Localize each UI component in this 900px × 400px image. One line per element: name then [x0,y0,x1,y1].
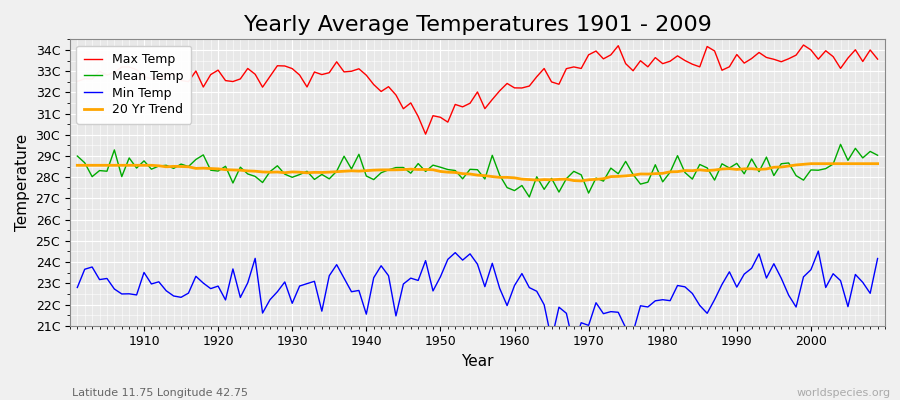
Mean Temp [606,166,616,170]
Max Temp [420,132,431,136]
Max Temp [72,79,83,84]
Max Temp [872,57,883,62]
Max Temp [509,86,520,90]
Min Temp [509,283,520,288]
Max Temp [798,43,809,48]
Line: Min Temp: Min Temp [77,251,878,346]
20 Yr Trend [294,170,305,174]
20 Yr Trend [131,163,142,168]
Min Temp [872,256,883,261]
Line: 20 Yr Trend: 20 Yr Trend [77,164,878,181]
Mean Temp [509,188,520,193]
Mean Temp [72,154,83,158]
Text: worldspecies.org: worldspecies.org [796,388,891,398]
Mean Temp [524,195,535,200]
Min Temp [501,303,512,308]
20 Yr Trend [501,175,512,180]
Min Temp [813,249,824,254]
Mean Temp [294,172,305,177]
Legend: Max Temp, Mean Temp, Min Temp, 20 Yr Trend: Max Temp, Mean Temp, Min Temp, 20 Yr Tre… [76,46,192,124]
Max Temp [131,67,142,72]
20 Yr Trend [872,161,883,166]
Line: Max Temp: Max Temp [77,45,878,134]
20 Yr Trend [576,178,587,183]
Text: Latitude 11.75 Longitude 42.75: Latitude 11.75 Longitude 42.75 [72,388,248,398]
Mean Temp [338,154,349,159]
20 Yr Trend [338,169,349,174]
Title: Yearly Average Temperatures 1901 - 2009: Yearly Average Temperatures 1901 - 2009 [244,15,711,35]
Mean Temp [501,185,512,190]
20 Yr Trend [509,176,520,180]
Min Temp [606,309,616,314]
20 Yr Trend [806,161,816,166]
Min Temp [294,284,305,288]
Y-axis label: Temperature: Temperature [15,134,30,231]
Min Temp [569,344,580,348]
20 Yr Trend [72,163,83,168]
Max Temp [338,70,349,74]
X-axis label: Year: Year [461,354,494,369]
Min Temp [72,285,83,290]
Line: Mean Temp: Mean Temp [77,144,878,197]
Max Temp [517,86,527,90]
Max Temp [294,73,305,78]
Mean Temp [131,166,142,170]
Mean Temp [835,142,846,147]
Mean Temp [872,153,883,158]
Max Temp [606,52,616,57]
Min Temp [131,292,142,297]
Min Temp [338,276,349,281]
20 Yr Trend [606,174,616,179]
